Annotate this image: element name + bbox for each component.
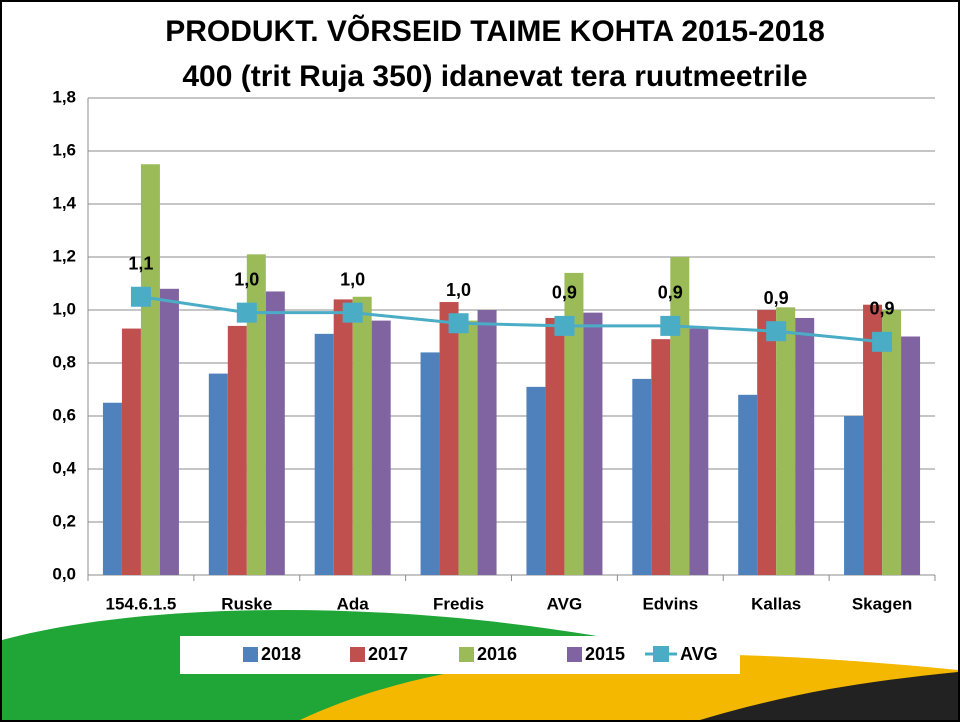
bar xyxy=(265,291,285,575)
bar xyxy=(420,352,440,575)
y-tick-label: 1,8 xyxy=(52,87,76,106)
value-label: 1,0 xyxy=(340,269,365,289)
swoosh-dark xyxy=(700,672,958,720)
legend-label: AVG xyxy=(680,644,718,664)
x-tick-label: 154.6.1.5 xyxy=(105,594,176,613)
y-tick-label: 0,6 xyxy=(52,405,76,424)
legend-label: 2018 xyxy=(261,644,301,664)
bar xyxy=(102,402,122,575)
avg-marker xyxy=(766,321,787,342)
legend-swatch xyxy=(567,647,582,662)
bar xyxy=(651,339,671,575)
bar xyxy=(371,320,391,575)
avg-marker xyxy=(236,302,257,323)
bar xyxy=(882,310,902,575)
bar xyxy=(776,307,796,575)
bar xyxy=(670,257,690,575)
y-tick-label: 0,8 xyxy=(52,352,76,371)
bar xyxy=(314,333,334,575)
bar xyxy=(757,310,777,575)
value-label: 0,9 xyxy=(764,288,789,308)
y-tick-label: 0,0 xyxy=(52,564,76,583)
y-tick-label: 1,6 xyxy=(52,140,76,159)
bar xyxy=(863,304,883,575)
legend-label: 2016 xyxy=(477,644,517,664)
bar xyxy=(246,254,266,575)
legend-swatch xyxy=(653,646,669,662)
bar xyxy=(227,325,247,575)
value-label: 1,1 xyxy=(128,254,153,274)
legend-swatch xyxy=(350,647,365,662)
x-tick-label: Ada xyxy=(337,594,370,613)
x-tick-label: AVG xyxy=(547,594,583,613)
bar xyxy=(564,272,584,575)
legend-label: 2015 xyxy=(585,644,625,664)
bar xyxy=(208,373,228,575)
x-tick-label: Skagen xyxy=(852,594,912,613)
bar xyxy=(352,296,372,575)
legend-label: 2017 xyxy=(368,644,408,664)
legend-swatch xyxy=(243,647,258,662)
bar xyxy=(738,394,758,575)
bar xyxy=(844,416,864,575)
x-tick-label: Ruske xyxy=(221,594,272,613)
bar xyxy=(159,288,179,575)
bar xyxy=(439,302,459,575)
bar xyxy=(140,164,160,575)
bar xyxy=(545,317,565,575)
value-label: 1,0 xyxy=(234,269,259,289)
y-tick-label: 1,4 xyxy=(52,193,76,212)
y-tick-label: 0,2 xyxy=(52,511,76,530)
bar xyxy=(333,299,353,575)
avg-marker xyxy=(448,313,469,334)
y-tick-label: 1,2 xyxy=(52,246,76,265)
bar xyxy=(689,328,709,575)
avg-marker xyxy=(872,331,893,352)
bar xyxy=(526,386,546,575)
y-tick-label: 0,4 xyxy=(52,458,76,477)
x-tick-label: Edvins xyxy=(642,594,698,613)
avg-marker xyxy=(342,302,363,323)
x-tick-label: Fredis xyxy=(433,594,484,613)
bar xyxy=(795,317,815,575)
x-tick-label: Kallas xyxy=(751,594,801,613)
bar xyxy=(901,336,921,575)
bar xyxy=(583,312,603,575)
avg-marker xyxy=(660,315,681,336)
bar xyxy=(458,320,478,575)
avg-line xyxy=(140,295,883,344)
chart-subtitle: 400 (trit Ruja 350) idanevat tera ruutme… xyxy=(182,60,807,93)
avg-marker xyxy=(554,315,575,336)
value-label: 1,0 xyxy=(446,280,471,300)
bar xyxy=(632,378,652,575)
avg-marker xyxy=(130,286,151,307)
bar xyxy=(121,328,141,575)
legend-swatch xyxy=(459,647,474,662)
bar xyxy=(477,310,497,575)
chart-title: PRODUKT. VÕRSEID TAIME KOHTA 2015-2018 xyxy=(165,14,825,48)
value-label: 0,9 xyxy=(552,283,577,303)
value-label: 0,9 xyxy=(870,299,895,319)
value-label: 0,9 xyxy=(658,283,683,303)
y-tick-label: 1,0 xyxy=(52,299,76,318)
